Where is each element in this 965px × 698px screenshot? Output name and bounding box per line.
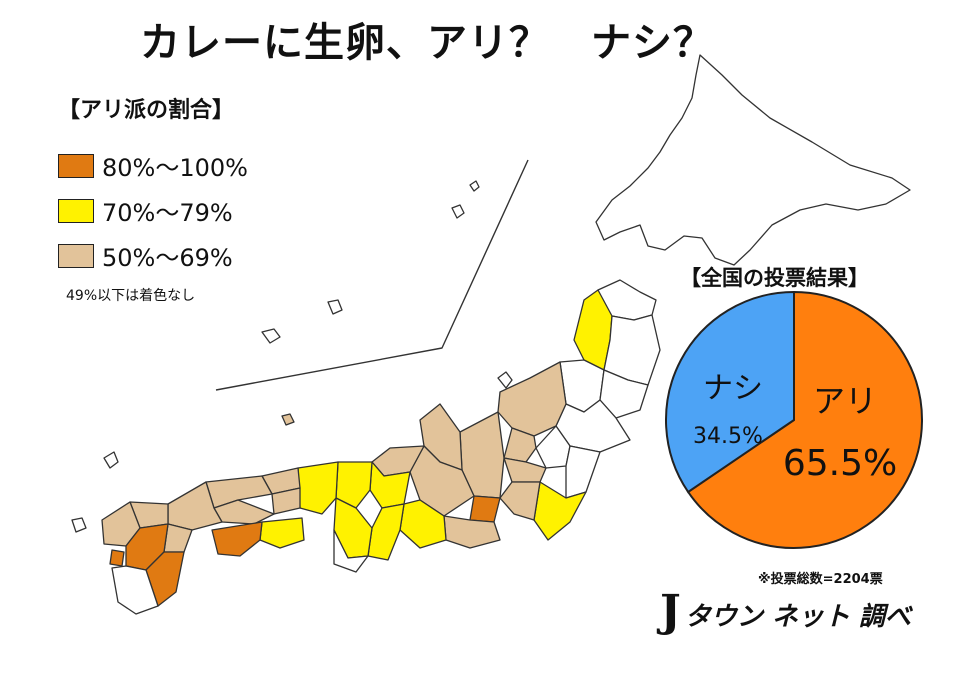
gunma	[503, 427, 537, 463]
legend-label: 70%〜79%	[102, 199, 233, 227]
legend-swatch-tan	[58, 243, 94, 268]
tochigi	[535, 425, 571, 469]
island	[469, 180, 480, 192]
pie-value-nashi: 34.5%	[693, 424, 763, 449]
pie-title: 【全国の投票結果】	[680, 266, 869, 290]
credit-text: タウン ネット 調べ	[684, 602, 911, 632]
legend-item-70-79: 70%〜79%	[58, 193, 233, 228]
okayama	[271, 487, 301, 515]
pie-value-ari: 65.5%	[783, 443, 897, 484]
legend-label: 80%〜100%	[102, 154, 248, 182]
island	[103, 451, 119, 469]
page-title: カレーに生卵、アリ？ ナシ？	[140, 20, 714, 66]
total-votes: ※投票総数=2204票	[758, 572, 883, 587]
legend-item-80-100: 80%〜100%	[58, 148, 248, 183]
legend-note: 49%以下は着色なし	[66, 288, 196, 304]
pie-slice-1	[665, 290, 795, 494]
pie-slice-0	[686, 290, 923, 549]
legend-swatch-yellow	[58, 198, 94, 223]
gifu	[409, 445, 475, 517]
tokyo-kanagawa	[499, 481, 541, 521]
credit: J タウン ネット 調べ	[660, 586, 911, 637]
wakayama	[333, 529, 369, 573]
island	[451, 204, 465, 219]
kagoshima	[111, 565, 159, 615]
island	[281, 413, 295, 426]
legend-title: 【アリ派の割合】	[58, 98, 235, 123]
okinawa-inset-frame	[215, 159, 529, 391]
hokkaido	[595, 54, 911, 266]
pie-label-ari: アリ	[813, 382, 877, 420]
saitama	[503, 457, 547, 483]
pie-label-nashi: ナシ	[703, 371, 763, 406]
legend-label: 50%〜69%	[102, 244, 233, 272]
island	[71, 517, 87, 533]
ehime-kochi	[211, 521, 263, 557]
island	[497, 371, 513, 389]
island	[327, 299, 343, 315]
island	[261, 328, 281, 344]
jtown-logo-icon: J	[660, 586, 681, 637]
legend-item-50-69: 50%〜69%	[58, 238, 233, 273]
pie-slices	[665, 290, 923, 549]
kagoshima-tip	[109, 549, 125, 567]
miyazaki	[145, 551, 185, 607]
legend-swatch-orange	[58, 153, 94, 178]
